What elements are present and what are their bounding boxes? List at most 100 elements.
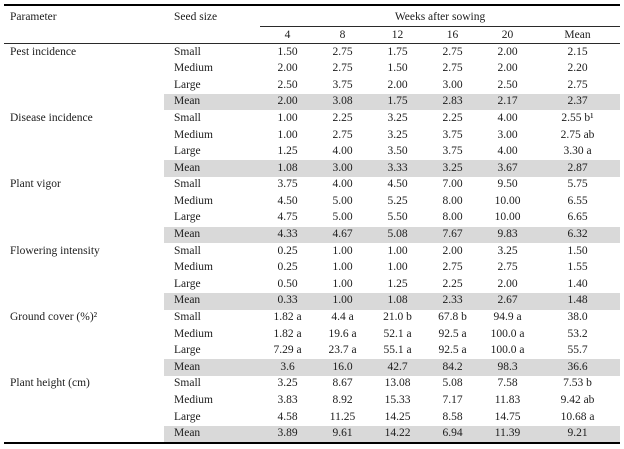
value-cell: 84.2 bbox=[425, 359, 480, 376]
seed-size-cell: Mean bbox=[164, 93, 260, 111]
value-cell: 2.83 bbox=[425, 93, 480, 111]
table-body: Pest incidence Small 1.50 2.75 1.75 2.75 2.00 2… bbox=[4, 44, 621, 444]
value-cell: 2.00 bbox=[387, 78, 408, 91]
value-cell: 2.87 bbox=[535, 160, 621, 177]
value-cell: 2.17 bbox=[480, 93, 535, 111]
table-row-mean: Mean 3.89 9.61 14.22 6.94 11.39 9.21 bbox=[4, 425, 621, 444]
table-row: Medium 3.83 8.92 15.33 7.17 11.83 9.42 ab bbox=[4, 392, 620, 409]
value-cell: 55.7 bbox=[567, 344, 588, 357]
value-cell: 3.75 bbox=[277, 178, 298, 191]
value-cell: 3.6 bbox=[260, 359, 315, 376]
seed-size-cell: Mean bbox=[164, 160, 260, 177]
column-header-parameter: Parameter bbox=[4, 5, 164, 44]
parameter-cell bbox=[4, 343, 164, 360]
value-cell: 3.75 bbox=[442, 128, 463, 141]
seed-size-cell: Medium bbox=[174, 261, 213, 274]
value-cell: 6.55 bbox=[567, 194, 588, 207]
value-cell: 2.00 bbox=[442, 244, 463, 257]
value-cell: 6.32 bbox=[535, 226, 621, 244]
value-cell: 1.40 bbox=[567, 277, 588, 290]
value-cell: 55.1 a bbox=[383, 344, 412, 357]
value-cell: 0.33 bbox=[260, 292, 315, 310]
column-header-seed-size: Seed size bbox=[164, 5, 260, 44]
column-header-week-20: 20 bbox=[480, 26, 535, 44]
table-row: Large 0.50 1.00 1.25 2.25 2.00 1.40 bbox=[4, 276, 620, 293]
parameter-cell bbox=[4, 77, 164, 94]
value-cell: 7.00 bbox=[442, 178, 463, 191]
value-cell: 94.9 a bbox=[493, 311, 522, 324]
table-row: Medium 4.50 5.00 5.25 8.00 10.00 6.55 bbox=[4, 193, 620, 210]
table-row-mean: Mean 4.33 4.67 5.08 7.67 9.83 6.32 bbox=[4, 226, 621, 244]
value-cell: 0.25 bbox=[277, 261, 298, 274]
value-cell: 92.5 a bbox=[438, 344, 467, 357]
seed-size-cell: Large bbox=[174, 145, 201, 158]
value-cell: 2.50 bbox=[277, 78, 298, 91]
value-cell: 9.61 bbox=[315, 425, 370, 444]
value-cell: 7.58 bbox=[497, 377, 518, 390]
seed-size-cell: Large bbox=[174, 78, 201, 91]
parameter-cell bbox=[4, 392, 164, 409]
value-cell: 4.00 bbox=[332, 145, 353, 158]
table-row-mean: Mean 3.6 16.0 42.7 84.2 98.3 36.6 bbox=[4, 359, 621, 376]
value-cell: 1.00 bbox=[387, 244, 408, 257]
table-row: Large 2.50 3.75 2.00 3.00 2.50 2.75 bbox=[4, 77, 620, 94]
seed-size-cell: Mean bbox=[164, 359, 260, 376]
parameter-cell: Pest incidence bbox=[10, 45, 77, 58]
value-cell: 2.00 bbox=[260, 93, 315, 111]
seed-size-cell: Large bbox=[174, 211, 201, 224]
column-spanner-weeks-after-sowing: Weeks after sowing bbox=[260, 5, 621, 27]
value-cell: 1.75 bbox=[387, 45, 408, 58]
value-cell: 7.53 b bbox=[563, 377, 592, 390]
table-row: Medium 2.00 2.75 1.50 2.75 2.00 2.20 bbox=[4, 61, 620, 78]
value-cell: 3.25 bbox=[387, 111, 408, 124]
value-cell: 52.1 a bbox=[383, 327, 412, 340]
value-cell: 1.48 bbox=[535, 292, 621, 310]
parameter-cell: Plant height (cm) bbox=[10, 377, 90, 390]
value-cell: 1.00 bbox=[315, 292, 370, 310]
value-cell: 5.00 bbox=[332, 194, 353, 207]
value-cell: 3.75 bbox=[442, 145, 463, 158]
table-row: Plant vigor Small 3.75 4.00 4.50 7.00 9.50 5.75 bbox=[4, 177, 620, 194]
parameter-cell bbox=[4, 144, 164, 161]
seed-size-cell: Small bbox=[174, 311, 201, 324]
value-cell: 1.00 bbox=[387, 261, 408, 274]
value-cell: 7.17 bbox=[442, 394, 463, 407]
value-cell: 1.00 bbox=[332, 261, 353, 274]
value-cell: 5.50 bbox=[387, 211, 408, 224]
value-cell: 4.00 bbox=[497, 145, 518, 158]
column-header-week-12: 12 bbox=[370, 26, 425, 44]
value-cell: 1.00 bbox=[332, 277, 353, 290]
header-row-weeks: 4 8 12 16 20 Mean bbox=[4, 26, 621, 44]
seed-size-cell: Medium bbox=[174, 327, 213, 340]
value-cell: 2.50 bbox=[497, 78, 518, 91]
seed-size-cell: Small bbox=[174, 244, 201, 257]
value-cell: 2.00 bbox=[497, 62, 518, 75]
value-cell: 8.67 bbox=[332, 377, 353, 390]
value-cell: 4.00 bbox=[332, 178, 353, 191]
seed-size-cell: Small bbox=[174, 111, 201, 124]
value-cell: 8.00 bbox=[442, 194, 463, 207]
value-cell: 4.67 bbox=[315, 226, 370, 244]
parameter-cell bbox=[4, 160, 164, 177]
seed-size-cell: Small bbox=[174, 178, 201, 191]
value-cell: 2.25 bbox=[332, 111, 353, 124]
value-cell: 2.00 bbox=[497, 45, 518, 58]
seed-size-cell: Large bbox=[174, 410, 201, 423]
value-cell: 1.25 bbox=[387, 277, 408, 290]
value-cell: 92.5 a bbox=[438, 327, 467, 340]
value-cell: 8.00 bbox=[442, 211, 463, 224]
value-cell: 67.8 b bbox=[438, 311, 467, 324]
parameter-cell bbox=[4, 426, 164, 444]
value-cell: 2.00 bbox=[277, 62, 298, 75]
value-cell: 2.25 bbox=[442, 111, 463, 124]
parameter-cell bbox=[4, 127, 164, 144]
table-row: Large 1.25 4.00 3.50 3.75 4.00 3.30 a bbox=[4, 144, 620, 161]
value-cell: 10.00 bbox=[494, 194, 521, 207]
value-cell: 1.08 bbox=[370, 292, 425, 310]
value-cell: 5.75 bbox=[567, 178, 588, 191]
table-row-mean: Mean 2.00 3.08 1.75 2.83 2.17 2.37 bbox=[4, 93, 621, 111]
value-cell: 2.75 bbox=[442, 45, 463, 58]
table-row: Pest incidence Small 1.50 2.75 1.75 2.75 2.00 2… bbox=[4, 44, 620, 61]
column-header-week-8: 8 bbox=[315, 26, 370, 44]
